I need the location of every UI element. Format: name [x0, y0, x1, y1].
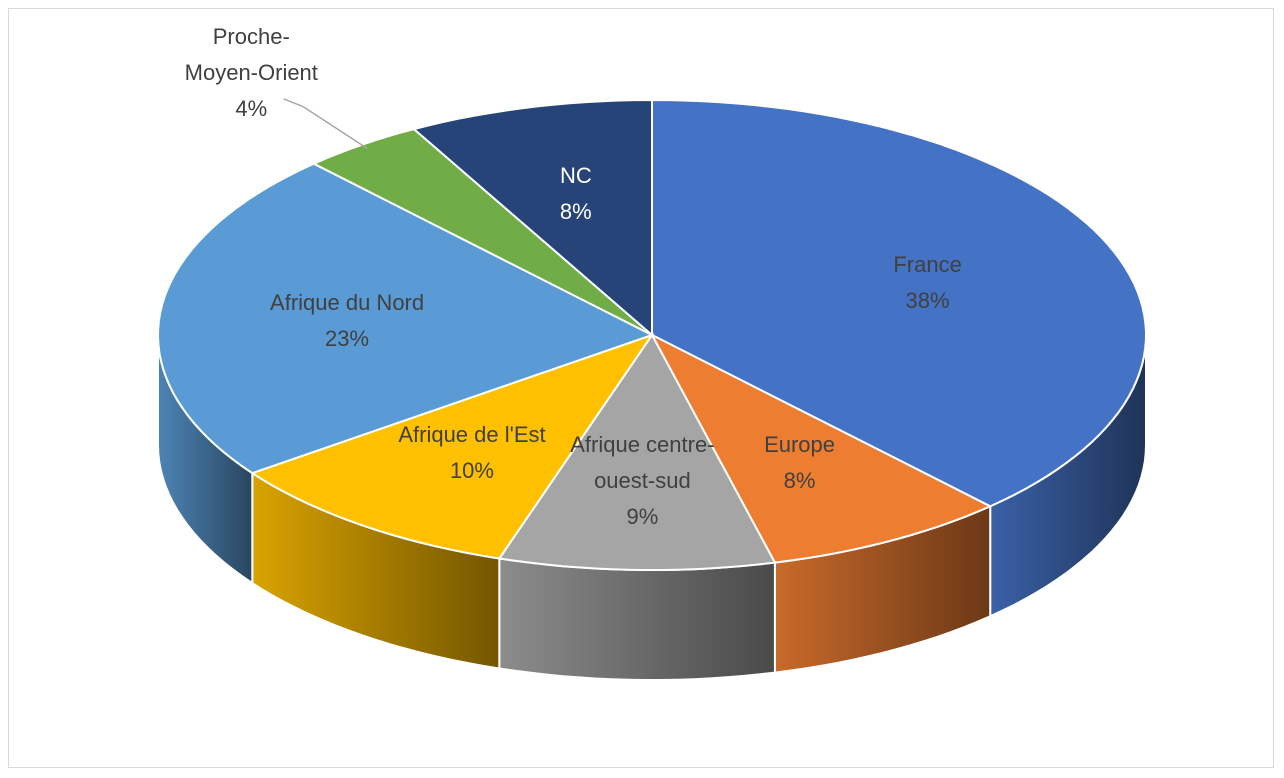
category-label: Afrique du Nord — [270, 290, 425, 316]
slice-side — [498, 557, 776, 681]
category-label: NC — [559, 162, 592, 188]
category-label: Europe — [764, 431, 836, 457]
data-label: France 38% — [828, 247, 1028, 319]
slice — [649, 332, 993, 564]
data-label: Afrique du Nord 23% — [247, 285, 447, 357]
category-label: Afrique centre-ouest-sud — [570, 431, 715, 493]
category-label: Afrique de l'Est — [398, 421, 546, 447]
slice — [411, 98, 653, 338]
slice — [250, 333, 655, 560]
data-label: NC 8% — [476, 158, 676, 230]
leader-line — [283, 98, 368, 150]
slice — [497, 333, 777, 571]
data-label: Afrique centre-ouest-sud 9% — [542, 427, 742, 535]
chart-frame — [8, 8, 1274, 768]
value-label: 9% — [626, 503, 659, 529]
value-label: 8% — [559, 198, 592, 224]
category-label: France — [893, 252, 962, 278]
value-label: 38% — [905, 288, 950, 314]
category-label: Proche-Moyen-Orient — [184, 23, 318, 85]
value-label: 4% — [235, 95, 268, 121]
data-label: Europe 8% — [700, 427, 900, 499]
data-label: Afrique de l'Est 10% — [372, 417, 572, 489]
slice — [156, 162, 655, 475]
data-label: Proche-Moyen-Orient 4% — [161, 19, 341, 127]
slice — [651, 98, 1148, 508]
value-label: 10% — [449, 457, 494, 483]
value-label: 8% — [783, 467, 816, 493]
value-label: 23% — [325, 326, 370, 352]
